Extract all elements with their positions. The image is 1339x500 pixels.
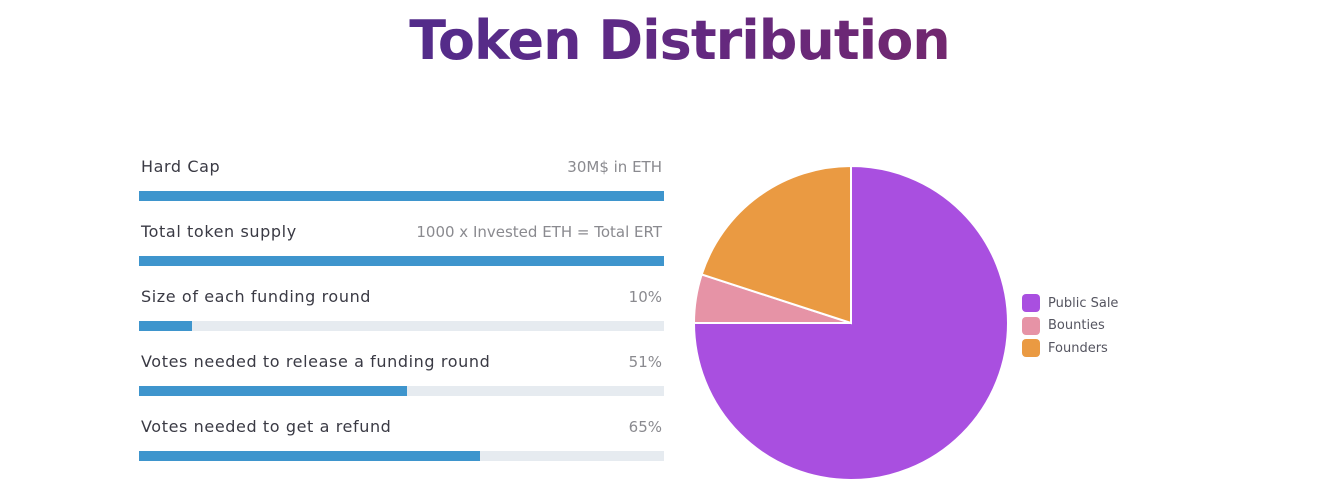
stat-row-refund-votes: Votes needed to get a refund 65% [139,410,664,475]
legend-swatch [1022,339,1040,358]
stat-value: 10% [628,288,662,306]
stat-row-total-token-supply: Total token supply 1000 x Invested ETH =… [139,215,664,280]
stat-label: Total token supply [141,222,297,241]
progress-track [139,191,664,201]
progress-fill [139,451,481,461]
stat-label: Votes needed to release a funding round [141,352,491,371]
stat-row-hard-cap: Hard Cap 30M$ in ETH [139,150,664,215]
legend-swatch [1022,316,1040,335]
stat-label: Size of each funding round [141,287,372,306]
chart-legend: Public Sale Bounties Founders [1022,292,1118,360]
stat-row-release-votes: Votes needed to release a funding round … [139,345,664,410]
progress-fill [139,191,664,201]
stat-label: Hard Cap [141,157,221,176]
stat-value: 51% [628,353,662,371]
progress-track [139,451,664,461]
stat-row-funding-round-size: Size of each funding round 10% [139,280,664,345]
progress-fill [139,256,664,266]
legend-label: Public Sale [1048,295,1119,311]
legend-label: Bounties [1048,318,1105,334]
stat-value: 1000 x Invested ETH = Total ERT [416,223,662,241]
progress-fill [139,386,407,396]
pie-slice-founders[interactable] [700,164,852,325]
legend-item-bounties[interactable]: Bounties [1022,315,1118,338]
progress-track [139,386,664,396]
stat-label: Votes needed to get a refund [141,417,392,436]
legend-swatch [1022,294,1040,313]
progress-track [139,256,664,266]
stat-value: 65% [628,418,662,436]
legend-item-founders[interactable]: Founders [1022,337,1118,360]
progress-fill [139,321,192,331]
legend-item-public-sale[interactable]: Public Sale [1022,292,1118,315]
legend-label: Founders [1048,340,1108,356]
pie-chart [692,164,1009,481]
progress-track [139,321,664,331]
page-title: Token Distribution [0,6,1339,76]
stats-panel: Hard Cap 30M$ in ETH Total token supply … [139,150,664,475]
stat-value: 30M$ in ETH [567,158,662,176]
pie-slice-public-sale[interactable] [692,164,1009,481]
